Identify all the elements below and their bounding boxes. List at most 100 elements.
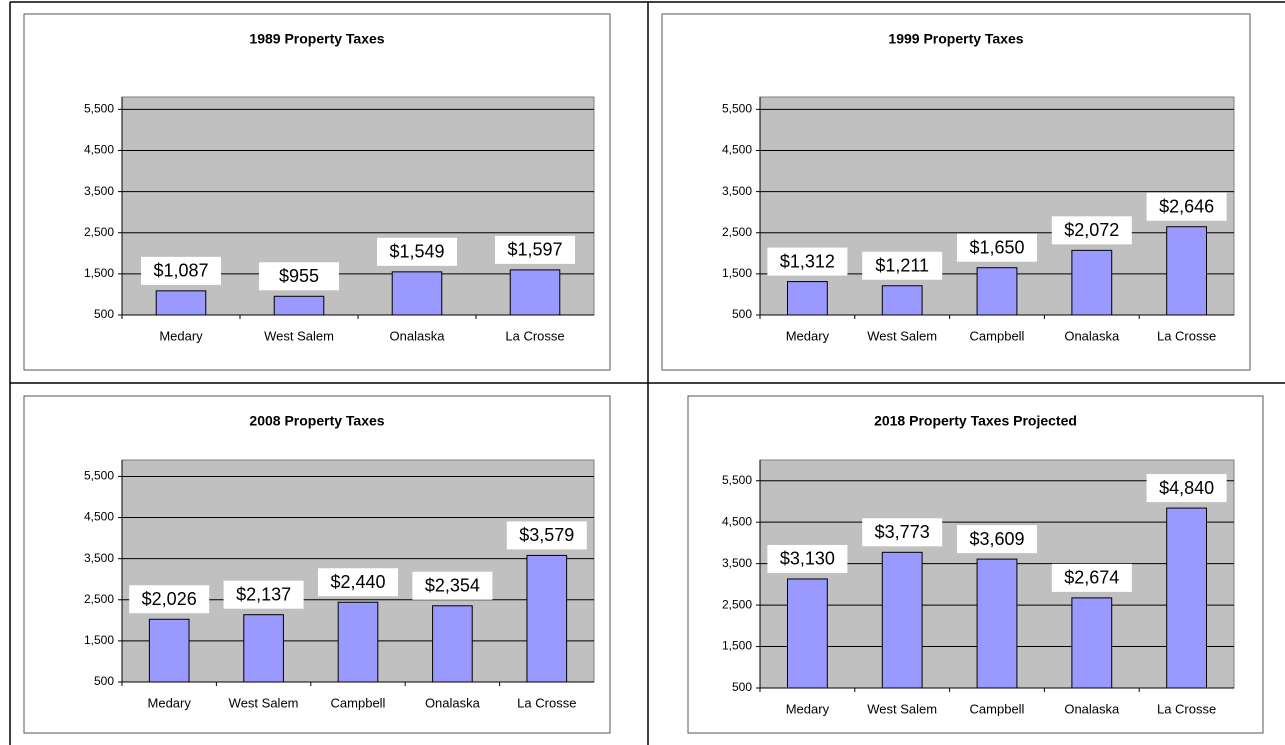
x-tick-label: Onalaska [390,328,446,343]
bar [1166,226,1208,316]
bar [509,269,561,316]
bar [155,290,207,316]
data-label-box [141,256,221,285]
y-tick-label: 4,500 [84,510,114,524]
y-tick-label: 1,500 [722,266,752,280]
bar [786,281,828,316]
data-label-box [495,235,575,264]
y-tick-label: 5,500 [722,473,752,487]
data-label: $1,549 [389,242,444,262]
x-tick-label: Campbell [970,328,1025,343]
x-tick-label: Onalaska [1064,328,1120,343]
data-label-box [1146,474,1227,503]
bar [148,618,190,683]
y-tick-label: 4,500 [84,143,114,157]
y-tick-label: 2,500 [722,597,752,611]
data-label: $2,072 [1064,220,1119,240]
x-tick-label: La Crosse [517,695,576,710]
data-label: $2,026 [142,589,197,609]
data-label-box [767,247,848,276]
data-label-box [318,568,398,597]
data-label: $1,597 [507,240,562,260]
data-label-box [1051,216,1132,245]
bar [243,614,284,683]
data-label-box [259,262,339,291]
x-tick-label: La Crosse [1157,701,1216,716]
data-label-box [767,544,848,573]
x-tick-label: West Salem [867,701,937,716]
data-label: $1,312 [780,251,835,271]
x-tick-label: Medary [148,695,192,710]
x-tick-label: West Salem [229,695,299,710]
data-label-box [862,518,943,547]
data-label-box [957,233,1037,262]
bar [1071,249,1113,316]
x-tick-label: Campbell [331,695,386,710]
y-tick-label: 3,500 [722,184,752,198]
bar [786,578,828,689]
y-tick-label: 3,500 [84,184,114,198]
y-tick-label: 1,500 [84,633,114,647]
bar [976,558,1018,689]
x-tick-label: La Crosse [505,328,564,343]
data-label-box [506,521,587,550]
data-label: $3,130 [780,549,835,569]
data-label: $2,440 [330,572,385,592]
data-label: $2,646 [1159,196,1214,216]
bar [881,285,923,316]
data-label: $955 [279,266,319,286]
x-tick-label: Medary [786,701,830,716]
y-tick-label: 4,500 [722,514,752,528]
y-tick-label: 1,500 [722,639,752,653]
data-label-box [129,585,210,614]
x-tick-label: West Salem [867,328,937,343]
y-tick-label: 2,500 [722,225,752,239]
data-label: $3,579 [519,525,574,545]
data-label: $1,211 [875,256,929,276]
y-tick-label: 500 [94,674,114,688]
bar [1071,597,1113,689]
y-tick-label: 500 [732,680,752,694]
bar [337,601,379,683]
y-tick-label: 5,500 [84,102,114,116]
x-tick-label: Campbell [970,701,1025,716]
data-label: $2,137 [236,584,291,604]
data-label-box [377,237,457,266]
bar [391,271,443,316]
y-tick-label: 500 [732,307,752,321]
chart-title: 1989 Property Taxes [249,31,384,47]
x-tick-label: West Salem [264,328,334,343]
data-label: $2,674 [1064,568,1119,588]
bar [976,267,1018,316]
data-label: $3,609 [969,529,1024,549]
y-tick-label: 2,500 [84,225,114,239]
data-label-box [1146,192,1227,221]
data-label: $1,087 [153,261,208,281]
x-tick-label: Onalaska [425,695,481,710]
chart-title: 2008 Property Taxes [249,413,384,429]
data-label: $4,840 [1159,478,1214,498]
data-label-box [957,525,1037,554]
x-tick-label: Onalaska [1064,701,1120,716]
data-label: $2,354 [425,576,480,596]
data-label: $1,650 [969,237,1024,257]
bar [881,551,923,689]
data-label-box [862,251,943,280]
y-tick-label: 1,500 [84,266,114,280]
bar [526,554,568,683]
chart-title: 1999 Property Taxes [888,31,1023,47]
data-label-box [223,580,304,609]
x-tick-label: Medary [159,328,203,343]
bar [432,605,473,683]
y-tick-label: 5,500 [722,102,752,116]
bar [273,295,325,316]
x-tick-label: Medary [786,328,830,343]
y-tick-label: 2,500 [84,592,114,606]
bar [1166,507,1208,689]
x-tick-label: La Crosse [1157,328,1216,343]
data-label-box [1051,563,1132,592]
data-label: $3,773 [875,522,930,542]
y-tick-label: 3,500 [722,556,752,570]
y-tick-label: 5,500 [84,469,114,483]
